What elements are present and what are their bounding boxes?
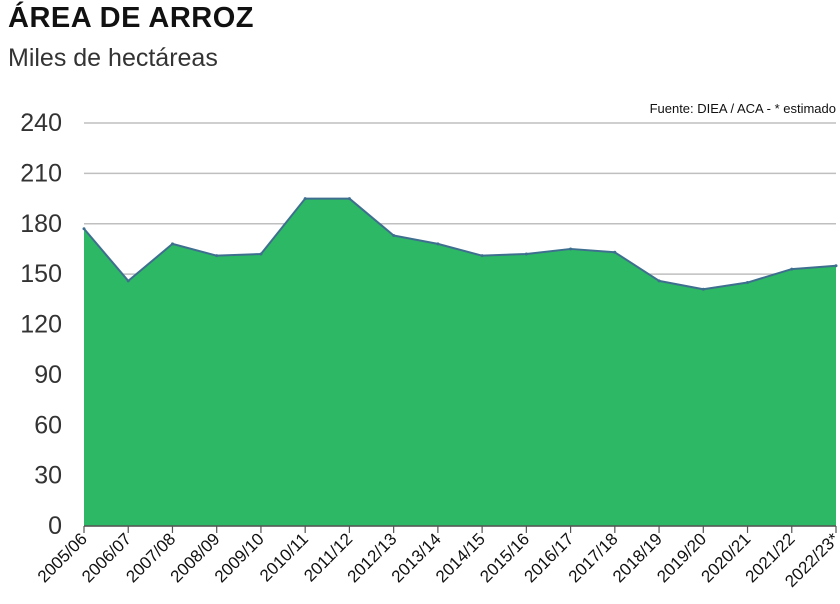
y-tick-label: 90 [34,361,62,389]
data-point [657,279,661,283]
chart-title: ÁREA DE ARROZ [8,2,255,34]
data-point [569,247,573,251]
data-point [392,234,396,238]
x-tick-label: 2010/11 [256,529,312,585]
data-point [347,197,351,201]
y-tick-label: 210 [20,159,62,187]
area-line [83,197,837,291]
y-tick-label: 240 [20,109,62,137]
area-series [82,197,838,526]
y-tick-label: 60 [34,411,62,439]
data-point [170,242,174,246]
data-point [82,227,86,231]
source-note: Fuente: DIEA / ACA - * estimado [650,101,836,116]
x-axis: 2005/062006/072007/082008/092009/102010/… [34,525,840,591]
data-point [259,252,263,256]
data-point [746,281,750,285]
data-point [303,197,307,201]
chart-subtitle: Miles de hectáreas [8,44,218,72]
data-point [701,287,705,291]
y-tick-label: 150 [20,260,62,288]
data-point [126,279,130,283]
data-point [790,267,794,271]
data-point [834,264,838,268]
x-tick-label: 2009/10 [211,529,268,586]
y-tick-label: 0 [48,512,62,540]
area-fill [84,198,836,526]
data-point [613,250,617,254]
y-tick-label: 120 [20,311,62,339]
data-point [480,254,484,258]
y-tick-label: 30 [34,462,62,490]
data-point [215,254,219,258]
y-axis: 0 30 60 90 120 150 180 210 240 [20,109,62,540]
data-point [524,252,528,256]
y-tick-label: 180 [20,210,62,238]
data-point [436,242,440,246]
